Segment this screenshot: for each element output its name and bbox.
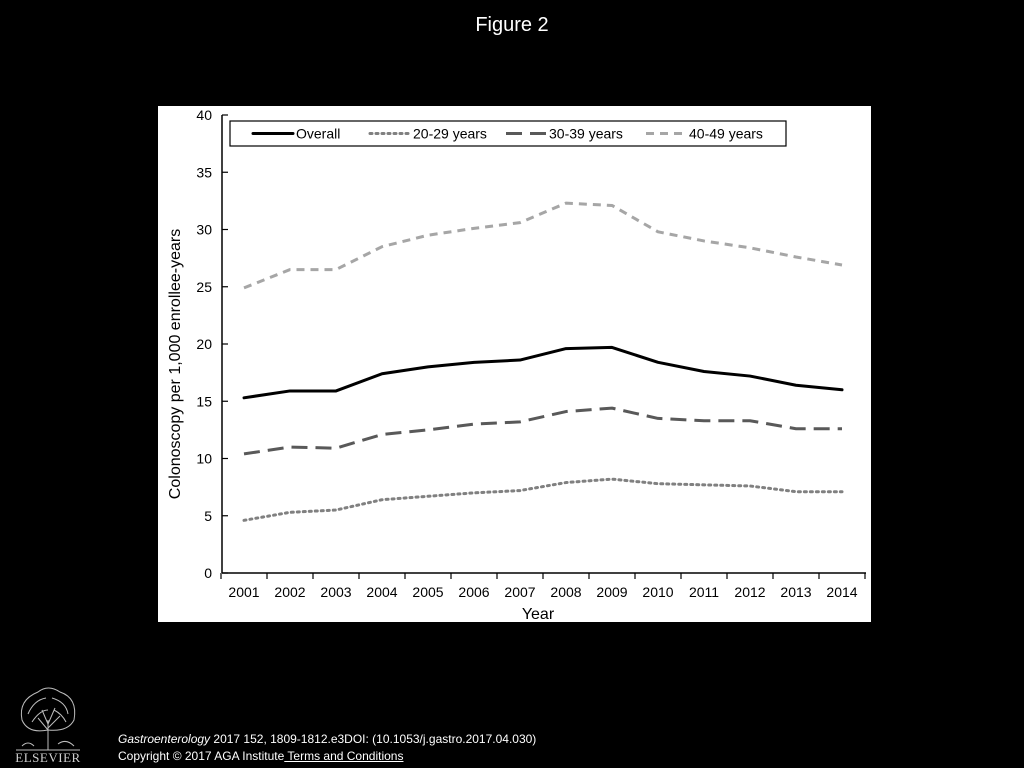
series-line-overall [242, 345, 844, 400]
citation-footer: Gastroenterology 2017 152, 1809-1812.e3D… [118, 731, 536, 765]
y-tick-label: 10 [196, 451, 212, 467]
y-axis-title: Colonoscopy per 1,000 enrollee-years [167, 229, 184, 499]
y-tick-label: 25 [196, 279, 212, 295]
x-tick-label: 2009 [596, 584, 627, 600]
x-tick-label: 2004 [366, 584, 397, 600]
y-tick-label: 35 [196, 164, 212, 180]
copyright-text: Copyright © 2017 AGA Institute [118, 749, 285, 763]
y-tick-label: 15 [196, 393, 212, 409]
legend-label: 20-29 years [413, 126, 487, 142]
x-axis-title: Year [522, 606, 555, 622]
line-chart: 0 5 10 15 20 25 30 35 40 2001 2002 2003 2004 2005 2006… [167, 107, 866, 622]
terms-link[interactable]: Terms and Conditions [284, 749, 404, 763]
citation-details: 2017 152, 1809-1812.e3DOI: (10.1053/j.ga… [210, 732, 537, 746]
y-tick-label: 5 [204, 508, 212, 524]
y-tick-label: 0 [204, 565, 212, 581]
series-line-20-29-years [242, 477, 844, 522]
x-tick-label: 2006 [458, 584, 489, 600]
x-tick-label: 2003 [320, 584, 351, 600]
legend-label: Overall [296, 126, 340, 142]
x-tick-label: 2008 [550, 584, 581, 600]
series-line-30-39-years [243, 406, 842, 456]
x-tick-label: 2002 [274, 584, 305, 600]
y-tick-label: 20 [196, 336, 212, 352]
chart-panel: 0 5 10 15 20 25 30 35 40 2001 2002 2003 2004 2005 2006… [158, 106, 871, 622]
x-tick-label: 2012 [734, 584, 765, 600]
legend-label: 30-39 years [549, 126, 623, 142]
x-tick-label: 2007 [504, 584, 535, 600]
x-tick-label: 2010 [642, 584, 673, 600]
elsevier-wordmark: ELSEVIER [15, 750, 81, 765]
x-tick-label: 2001 [228, 584, 259, 600]
copyright-line: Copyright © 2017 AGA Institute Terms and… [118, 748, 536, 765]
x-tick-label: 2013 [780, 584, 811, 600]
y-tick-label: 40 [196, 107, 212, 123]
legend-label: 40-49 years [689, 126, 763, 142]
x-tick-label: 2011 [689, 584, 719, 600]
citation-line: Gastroenterology 2017 152, 1809-1812.e3D… [118, 731, 536, 748]
slide-title: Figure 2 [475, 14, 549, 36]
elsevier-tree-logo [16, 687, 80, 751]
x-tick-label: 2005 [412, 584, 443, 600]
series-line-40-49-years [243, 201, 843, 290]
journal-name: Gastroenterology [118, 732, 211, 746]
x-tick-label: 2014 [826, 584, 857, 600]
y-tick-label: 30 [196, 222, 212, 238]
